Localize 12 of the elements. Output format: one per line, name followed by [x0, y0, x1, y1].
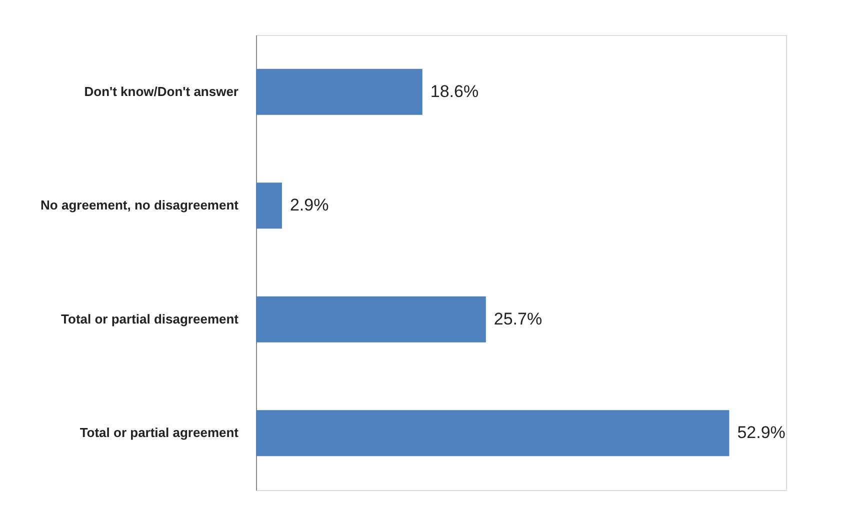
data-label: 18.6%	[430, 82, 479, 101]
y-tick-label: No agreement, no disagreement	[40, 198, 240, 213]
bar	[256, 182, 282, 229]
data-label: 52.9%	[737, 423, 786, 442]
bar	[256, 68, 422, 115]
bar	[256, 296, 486, 342]
data-label: 25.7%	[494, 309, 542, 328]
y-tick-label: Total or partial disagreement	[61, 311, 240, 326]
y-tick-label: Don't know/Don't answer	[84, 84, 238, 99]
data-label: 2.9%	[290, 196, 329, 215]
y-tick-label: Total or partial agreement	[80, 425, 240, 440]
bar	[256, 410, 730, 456]
